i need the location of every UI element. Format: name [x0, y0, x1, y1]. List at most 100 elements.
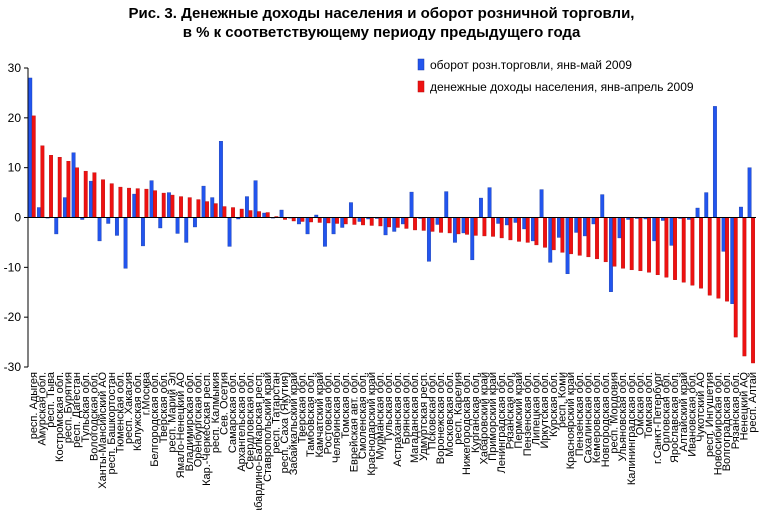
category-label: респ. Бурятия: [62, 372, 74, 443]
income-bar: [508, 217, 513, 241]
category-label: Тюменская обл.: [114, 372, 126, 453]
category-label: Рязанская обл.: [504, 372, 516, 449]
income-bar: [681, 217, 686, 283]
income-bar: [248, 210, 253, 218]
income-bar: [239, 208, 244, 218]
retail-bar: [166, 192, 171, 218]
category-label: Удмуртская респ.: [418, 372, 430, 461]
retail-bar: [730, 217, 735, 304]
income-bar: [707, 217, 712, 296]
retail-bar: [565, 217, 570, 275]
retail-bar: [452, 217, 457, 243]
category-label: Ханты-Мансийский АО: [97, 372, 109, 489]
income-bar: [629, 217, 634, 271]
income-bar: [603, 217, 608, 263]
retail-bar: [54, 217, 59, 235]
income-bar: [499, 217, 504, 239]
category-label: Томская обл.: [643, 372, 655, 439]
y-tick-label: -30: [4, 360, 22, 374]
chart-title-line-2: в % к соответствующему периоду предыдуще…: [182, 24, 581, 41]
retail-bar: [106, 217, 111, 224]
y-tick-label: 0: [14, 211, 21, 225]
income-bar: [265, 212, 270, 218]
income-bar: [66, 160, 71, 218]
retail-bar: [608, 217, 613, 292]
income-bar: [352, 217, 357, 225]
category-label: Калининградская обл.: [626, 372, 638, 485]
category-label: Орловская обл.: [660, 372, 672, 452]
category-label: Ставропольский край: [262, 372, 274, 482]
retail-bar: [244, 196, 249, 218]
retail-bar: [548, 217, 553, 263]
retail-bar: [582, 217, 587, 237]
income-bar: [109, 183, 114, 218]
retail-bar: [652, 217, 657, 242]
income-bar: [725, 217, 729, 302]
income-bar: [447, 217, 452, 234]
category-label: респ. Тыва: [45, 371, 57, 428]
category-label: респ. Марий Эл: [166, 372, 178, 453]
category-label: Смоленская обл.: [357, 372, 369, 459]
retail-bar: [357, 217, 362, 222]
income-bar: [222, 206, 227, 218]
retail-bar: [36, 207, 41, 218]
category-label: респ. Мордовия: [608, 372, 620, 454]
category-label: респ. Саха (Якутия): [279, 372, 291, 473]
category-label: Еврейская авт. обл.: [348, 372, 360, 472]
income-bar: [369, 217, 374, 226]
category-label: Ямало-Ненецкий АО: [175, 372, 187, 479]
category-label: Рязанская обл.: [730, 372, 742, 449]
retail-bar: [227, 217, 232, 247]
income-bar: [621, 217, 625, 269]
retail-bar: [617, 217, 622, 239]
category-label: Приморский край: [487, 372, 499, 461]
income-bar: [395, 217, 400, 228]
category-label: Мурманская обл.: [374, 372, 386, 460]
category-label: Тверская обл.: [158, 372, 170, 443]
retail-bar: [71, 152, 76, 218]
category-label: Оренбургская обл.: [192, 372, 204, 467]
income-bar: [655, 217, 660, 276]
category-label: респ. Дагестан: [71, 372, 83, 448]
income-bar: [57, 156, 62, 218]
category-label: Ульяновская обл.: [617, 372, 629, 461]
category-label: Пермский край: [513, 372, 525, 449]
category-label: респ. Ингушетия: [704, 372, 716, 457]
income-bar: [551, 217, 556, 251]
category-label: Алтайский край: [678, 372, 690, 452]
income-bar: [716, 217, 721, 299]
category-label: Тверская обл.: [296, 372, 308, 443]
income-bar: [751, 217, 755, 364]
income-bar: [196, 199, 201, 218]
category-label: Ненецкий АО: [738, 372, 750, 441]
legend-label-income: денежные доходы населения, янв-апрель 20…: [430, 80, 694, 94]
category-label: Калужская обл.: [132, 372, 144, 451]
retail-bar: [28, 77, 33, 218]
category-label: Амурская обл.: [36, 372, 48, 446]
category-label: респ. Коми: [556, 372, 568, 428]
income-bar: [49, 155, 53, 218]
retail-bar: [591, 217, 596, 225]
category-label: Нижегородская обл.: [461, 372, 473, 475]
retail-bar: [97, 217, 102, 242]
category-label: Ленинградская обл.: [496, 372, 508, 473]
income-bar: [170, 194, 175, 218]
category-label: Астраханская обл.: [392, 372, 404, 467]
category-label: Омская обл.: [634, 372, 646, 435]
category-label: Брянская обл.: [400, 372, 412, 444]
retail-bar: [62, 197, 67, 218]
legend-label-retail: оборот розн.торговли, янв-май 2009: [430, 58, 632, 72]
retail-bar: [574, 217, 579, 233]
category-label: Свердловская обл.: [244, 372, 256, 470]
income-bar: [421, 217, 426, 231]
category-label: г.Москва: [140, 371, 152, 415]
category-label: Вологодская обл.: [88, 372, 100, 461]
income-bar: [213, 203, 218, 218]
income-bar: [257, 211, 261, 218]
retail-bar: [513, 217, 518, 223]
category-label: респ. Карелия: [452, 372, 464, 445]
retail-bar: [695, 207, 700, 218]
category-label: Ивановская обл.: [686, 372, 698, 457]
retail-bar: [322, 217, 327, 247]
income-bar: [231, 207, 235, 218]
